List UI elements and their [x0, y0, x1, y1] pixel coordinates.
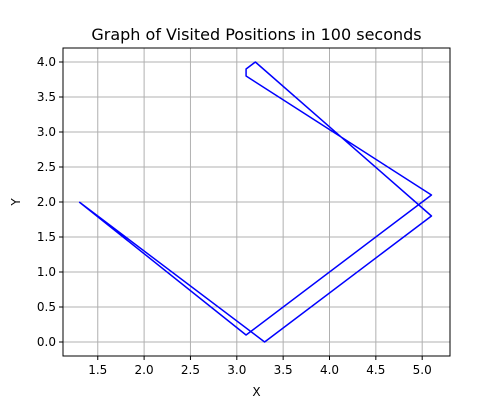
x-axis-label: X — [252, 385, 260, 399]
x-tick-label: 4.0 — [320, 363, 339, 377]
y-tick-label: 0.5 — [37, 300, 56, 314]
grid — [63, 48, 450, 356]
data-layer — [78, 61, 433, 343]
y-axis-label: Y — [9, 198, 23, 207]
y-tick-label: 1.5 — [37, 230, 56, 244]
y-tick-label: 1.0 — [37, 265, 56, 279]
x-tick-label: 3.5 — [274, 363, 293, 377]
y-tick-label: 2.5 — [37, 160, 56, 174]
y-tick-label: 3.5 — [37, 90, 56, 104]
series-line-0 — [78, 61, 433, 343]
x-tick-label: 5.0 — [413, 363, 432, 377]
x-tick-label: 2.0 — [135, 363, 154, 377]
x-tick-label: 3.0 — [227, 363, 246, 377]
x-tick-label: 1.5 — [88, 363, 107, 377]
y-tick-label: 4.0 — [37, 55, 56, 69]
x-tick-label: 4.5 — [366, 363, 385, 377]
ticks: 1.5 2.0 2.5 3.0 3.5 4.0 4.5 5.0 0.0 0.5 1.0 1.5 2.0 2… — [37, 55, 432, 377]
chart-title: Graph of Visited Positions in 100 second… — [91, 25, 421, 44]
y-tick-label: 3.0 — [37, 125, 56, 139]
y-tick-label: 0.0 — [37, 335, 56, 349]
x-tick-label: 2.5 — [181, 363, 200, 377]
y-tick-label: 2.0 — [37, 195, 56, 209]
